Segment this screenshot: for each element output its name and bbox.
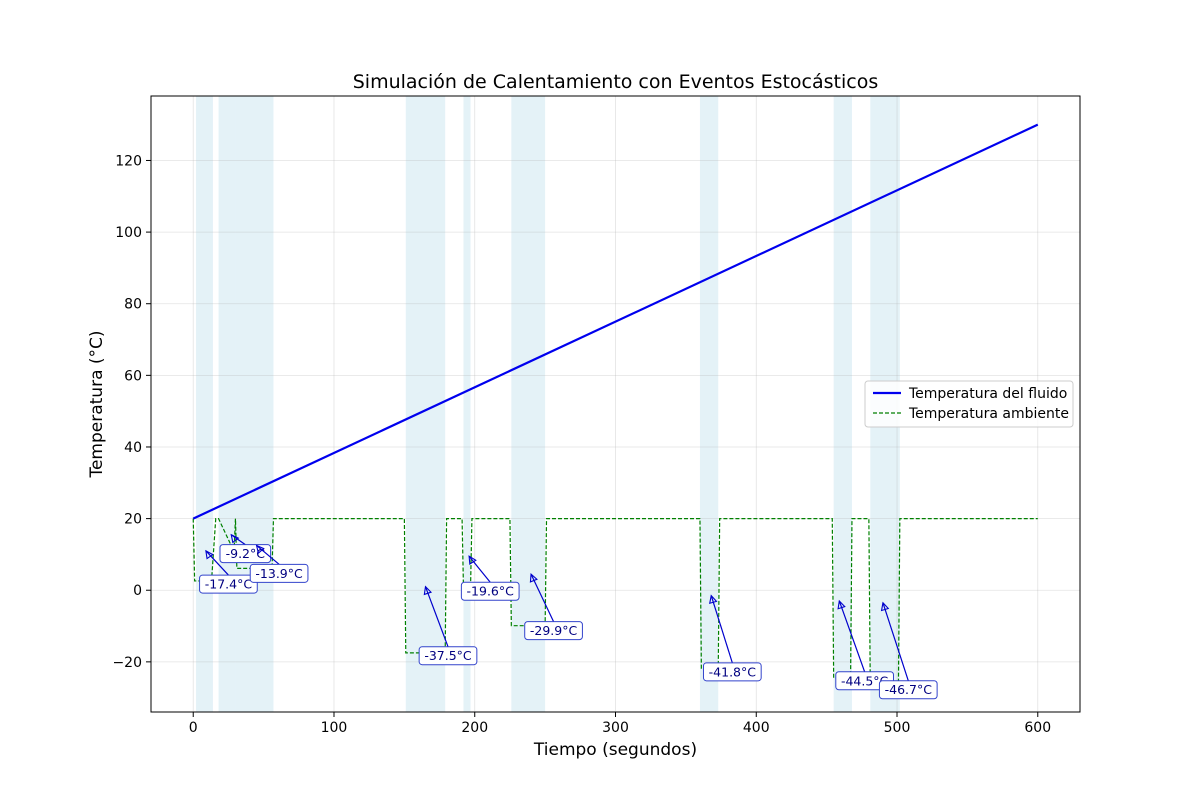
annotation-arrow: [205, 550, 229, 576]
chart-title: Simulación de Calentamiento con Eventos …: [353, 71, 879, 93]
x-tick-label: 100: [321, 720, 348, 736]
x-tick-label: 500: [884, 720, 911, 736]
annotation-arrowhead: [837, 599, 846, 610]
annotation-label: -29.9°C: [530, 623, 578, 638]
event-band: [196, 96, 213, 712]
x-tick-label: 300: [602, 720, 629, 736]
series-line-fluid: [192, 123, 1039, 520]
annotation-arrowhead: [230, 533, 240, 544]
x-tick-label: 0: [189, 720, 198, 736]
annotation-arrowhead: [255, 544, 265, 555]
annotation-label: -41.8°C: [709, 664, 757, 679]
annotation: -41.8°C: [702, 594, 762, 682]
annotation-box: [878, 680, 938, 700]
annotation: -19.6°C: [460, 555, 520, 601]
legend-box: [864, 380, 1074, 428]
annotation-box: [524, 621, 583, 641]
legend-label-fluid: Temperatura del fluido: [908, 386, 1067, 402]
annotation-arrow: [530, 573, 555, 622]
annotation: -9.2°C: [219, 533, 272, 564]
annotation-arrowhead: [205, 549, 214, 560]
event-band: [833, 96, 852, 712]
event-band: [463, 96, 471, 712]
event-band: [699, 96, 719, 712]
event-band: [218, 96, 236, 712]
y-tick-label: 0: [133, 583, 142, 599]
annotation-arrowhead: [880, 601, 890, 612]
y-tick-label: 80: [124, 297, 142, 313]
event-band: [235, 96, 274, 712]
annotation-box: [199, 574, 258, 594]
annotation-arrow: [424, 586, 449, 647]
x-tick-label: 600: [1024, 720, 1051, 736]
annotation-arrowhead: [468, 555, 477, 565]
annotation-arrow: [256, 545, 280, 565]
annotation-arrowhead: [709, 594, 718, 605]
y-tick-label: 20: [124, 512, 142, 528]
event-band: [511, 96, 546, 712]
legend: Temperatura del fluido Temperatura ambie…: [864, 380, 1074, 428]
annotation-label: -19.6°C: [467, 584, 515, 599]
annotation-label: -9.2°C: [226, 546, 266, 561]
annotation-label: -44.5°C: [841, 673, 889, 688]
annotation-arrow: [882, 602, 909, 681]
annotation-arrow: [468, 555, 491, 583]
annotation-arrow: [838, 600, 866, 672]
x-axis-label: Tiempo (segundos): [533, 740, 697, 760]
annotation-arrowhead: [529, 572, 538, 583]
x-tick-label: 400: [743, 720, 770, 736]
annotation-label: -46.7°C: [885, 682, 933, 697]
annotation: -17.4°C: [199, 549, 258, 594]
annotation-box: [418, 646, 478, 666]
y-tick-label: 60: [124, 368, 142, 384]
y-axis-label: Temperatura (°C): [87, 330, 107, 478]
y-tick-label: 120: [115, 153, 142, 169]
annotation-label: -17.4°C: [205, 577, 253, 592]
annotation: -46.7°C: [878, 601, 938, 700]
annotation: -29.9°C: [524, 572, 583, 641]
annotation: -37.5°C: [418, 585, 478, 666]
annotation-label: -37.5°C: [424, 648, 472, 663]
annotation: -13.9°C: [249, 544, 309, 583]
x-tick-label: 200: [461, 720, 488, 736]
y-tick-label: 100: [115, 225, 142, 241]
y-tick-label: 40: [124, 440, 142, 456]
annotation-arrow: [710, 595, 733, 663]
annotation-box: [249, 563, 309, 583]
annotation-box: [702, 662, 762, 682]
annotation: -44.5°C: [835, 599, 894, 691]
legend-label-ambient: Temperatura ambiente: [908, 406, 1069, 422]
y-tick-label: −20: [112, 655, 142, 671]
annotation-arrowhead: [423, 585, 433, 596]
annotation-box: [460, 581, 520, 601]
annotation-label: -13.9°C: [255, 566, 303, 581]
series-line-ambient: [192, 518, 1038, 687]
